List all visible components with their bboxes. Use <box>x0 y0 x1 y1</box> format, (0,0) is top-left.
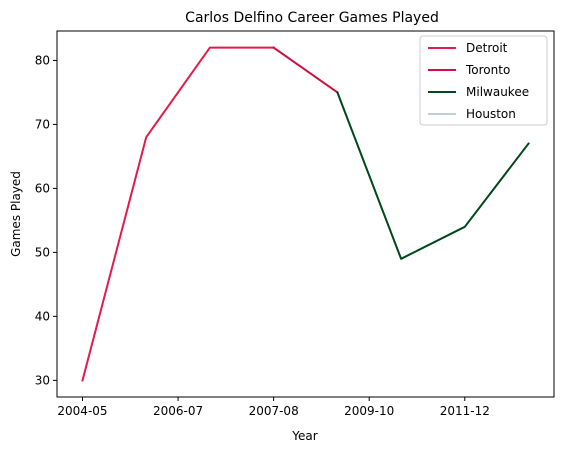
legend-label-detroit: Detroit <box>466 41 508 55</box>
legend-box <box>419 35 548 126</box>
plot-area-frame <box>56 30 555 398</box>
x-tick-label: 2004-05 <box>57 404 107 418</box>
legend-label-milwaukee: Milwaukee <box>466 85 529 99</box>
x-tick-label: 2011-12 <box>440 404 490 418</box>
y-tick-label: 70 <box>35 117 50 131</box>
series-line-milwaukee <box>336 91 530 260</box>
legend-label-houston: Houston <box>466 107 516 121</box>
y-tick-label: 50 <box>35 245 50 259</box>
chart-title: Carlos Delfino Career Games Played <box>185 10 439 26</box>
series-lines <box>81 46 530 382</box>
y-axis: 30 40 50 60 70 80 <box>35 53 57 387</box>
y-tick-label: 30 <box>35 373 50 387</box>
legend-label-toronto: Toronto <box>465 63 510 77</box>
x-axis-label: Year <box>291 429 317 443</box>
x-tick-label: 2006-07 <box>153 404 203 418</box>
x-axis: 2004-05 2006-07 2007-08 2009-10 2011-12 <box>57 397 490 418</box>
x-tick-label: 2007-08 <box>249 404 299 418</box>
y-tick-label: 60 <box>35 181 50 195</box>
y-tick-label: 80 <box>35 53 50 67</box>
y-axis-label: Games Played <box>9 171 23 257</box>
series-line-toronto <box>272 46 339 94</box>
y-tick-label: 40 <box>35 309 50 323</box>
series-line-detroit <box>81 46 275 382</box>
x-tick-label: 2009-10 <box>344 404 394 418</box>
legend: Detroit Toronto Milwaukee Houston <box>419 35 548 126</box>
